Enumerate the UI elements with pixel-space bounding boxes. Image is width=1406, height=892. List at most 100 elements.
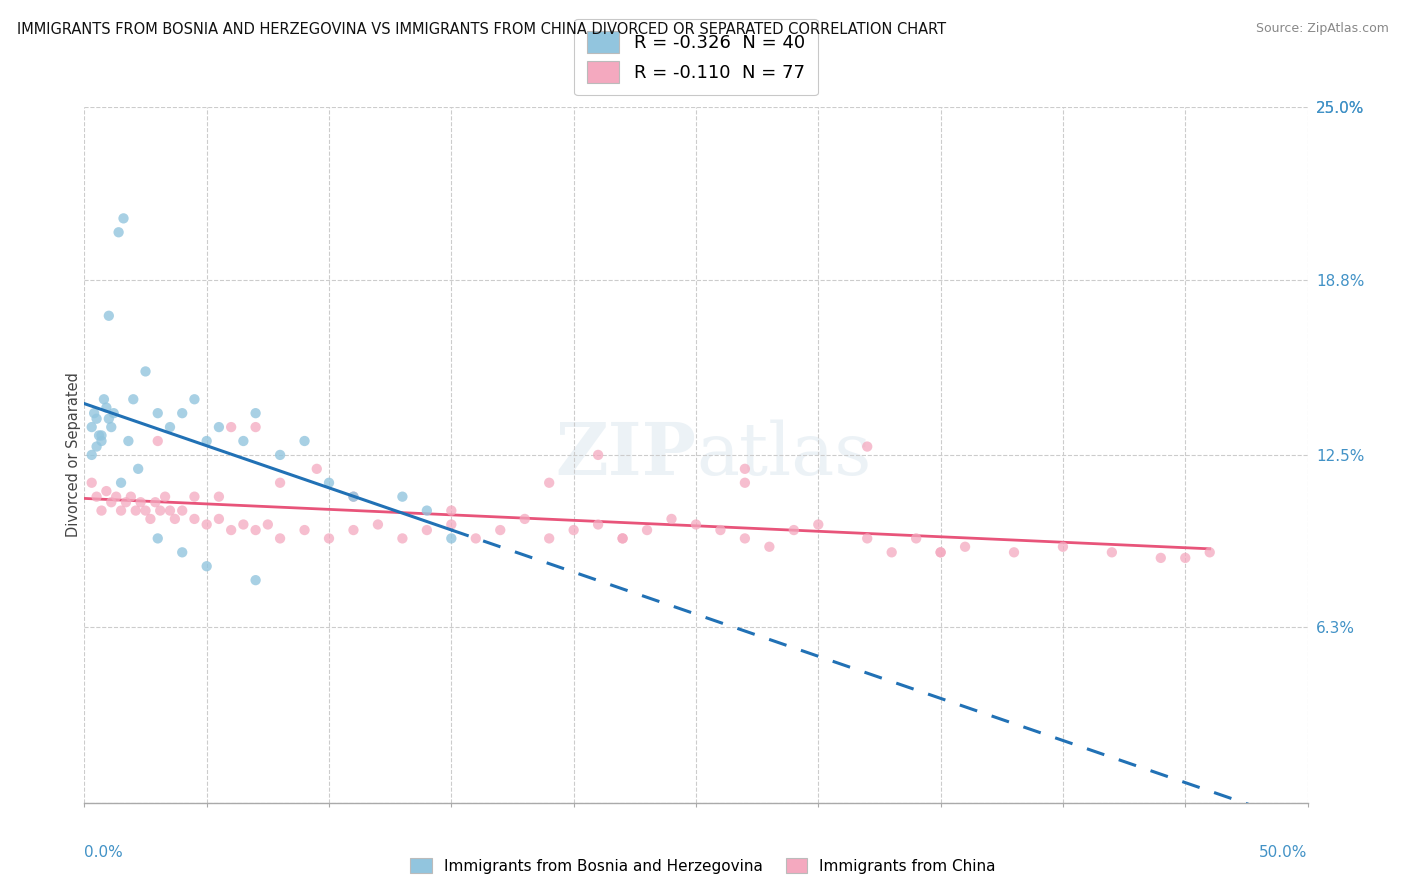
Text: 50.0%: 50.0%: [1260, 845, 1308, 860]
Point: [294, 434, 316, 448]
Point: [661, 512, 683, 526]
Point: [195, 517, 218, 532]
Point: [125, 503, 148, 517]
Point: [86, 440, 108, 454]
Point: [143, 495, 166, 509]
Point: [245, 420, 267, 434]
Point: [929, 545, 952, 559]
Point: [159, 420, 181, 434]
Point: [245, 406, 267, 420]
Point: [391, 532, 413, 546]
Point: [489, 523, 512, 537]
Point: [122, 392, 145, 407]
Point: [208, 490, 231, 504]
Point: [96, 484, 118, 499]
Point: [734, 462, 756, 476]
Point: [112, 211, 135, 226]
Point: [440, 503, 463, 517]
Point: [685, 517, 707, 532]
Point: [257, 517, 280, 532]
Point: [139, 512, 162, 526]
Point: [232, 434, 254, 448]
Point: [1101, 545, 1123, 559]
Point: [807, 517, 830, 532]
Text: 0.0%: 0.0%: [84, 845, 124, 860]
Point: [538, 475, 561, 490]
Point: [183, 512, 205, 526]
Point: [929, 545, 952, 559]
Point: [127, 462, 149, 476]
Point: [87, 428, 110, 442]
Text: IMMIGRANTS FROM BOSNIA AND HERZEGOVINA VS IMMIGRANTS FROM CHINA DIVORCED OR SEPA: IMMIGRANTS FROM BOSNIA AND HERZEGOVINA V…: [17, 22, 946, 37]
Text: ZIP: ZIP: [555, 419, 696, 491]
Point: [758, 540, 780, 554]
Legend: R = -0.326  N = 40, R = -0.110  N = 77: R = -0.326 N = 40, R = -0.110 N = 77: [574, 19, 818, 95]
Point: [734, 475, 756, 490]
Point: [183, 490, 205, 504]
Point: [783, 523, 806, 537]
Point: [219, 420, 242, 434]
Point: [90, 428, 112, 442]
Point: [612, 532, 634, 546]
Point: [117, 434, 139, 448]
Point: [172, 545, 194, 559]
Point: [172, 503, 194, 517]
Point: [342, 523, 364, 537]
Point: [562, 523, 585, 537]
Point: [208, 512, 231, 526]
Point: [97, 411, 120, 425]
Point: [586, 448, 609, 462]
Point: [318, 532, 340, 546]
Point: [146, 532, 169, 546]
Point: [1002, 545, 1025, 559]
Point: [110, 503, 132, 517]
Point: [1052, 540, 1074, 554]
Point: [120, 490, 142, 504]
Legend: Immigrants from Bosnia and Herzegovina, Immigrants from China: Immigrants from Bosnia and Herzegovina, …: [404, 852, 1002, 880]
Point: [159, 503, 181, 517]
Y-axis label: Divorced or Separated: Divorced or Separated: [66, 373, 80, 537]
Point: [129, 495, 152, 509]
Point: [245, 573, 267, 587]
Point: [149, 503, 172, 517]
Point: [538, 532, 561, 546]
Point: [100, 420, 122, 434]
Point: [269, 532, 291, 546]
Point: [96, 401, 118, 415]
Point: [105, 490, 128, 504]
Point: [367, 517, 389, 532]
Point: [195, 559, 218, 574]
Point: [115, 495, 138, 509]
Point: [146, 406, 169, 420]
Point: [342, 490, 364, 504]
Text: Source: ZipAtlas.com: Source: ZipAtlas.com: [1256, 22, 1389, 36]
Point: [1150, 550, 1173, 565]
Point: [513, 512, 536, 526]
Point: [97, 309, 120, 323]
Point: [440, 517, 463, 532]
Point: [416, 503, 439, 517]
Point: [709, 523, 731, 537]
Point: [232, 517, 254, 532]
Point: [734, 532, 756, 546]
Point: [100, 495, 122, 509]
Point: [80, 448, 103, 462]
Point: [107, 225, 129, 239]
Point: [318, 475, 340, 490]
Point: [153, 490, 176, 504]
Point: [86, 490, 108, 504]
Point: [856, 440, 879, 454]
Point: [880, 545, 903, 559]
Point: [172, 406, 194, 420]
Point: [86, 411, 108, 425]
Point: [90, 503, 112, 517]
Point: [1198, 545, 1220, 559]
Point: [294, 523, 316, 537]
Point: [195, 434, 218, 448]
Point: [146, 434, 169, 448]
Point: [636, 523, 658, 537]
Point: [93, 392, 115, 407]
Point: [464, 532, 486, 546]
Point: [305, 462, 328, 476]
Point: [135, 503, 157, 517]
